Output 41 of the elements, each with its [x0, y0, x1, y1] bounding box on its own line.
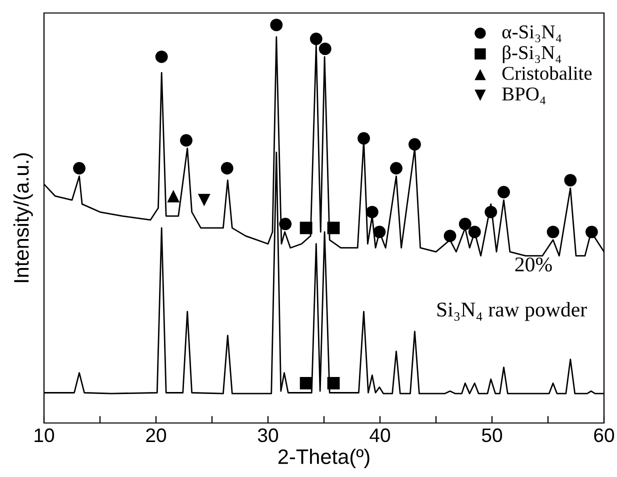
- legend-label: Cristobalite: [502, 66, 592, 80]
- point: [327, 376, 340, 390]
- point: [155, 50, 168, 63]
- x-axis-title: 2-Theta(º): [278, 448, 370, 468]
- point: [366, 206, 378, 218]
- series-label: Si₃N₄ raw powder: [437, 302, 587, 321]
- point: [198, 194, 210, 206]
- series-label: 20%: [515, 257, 552, 272]
- point: [358, 132, 370, 145]
- x-tick-label: 30: [258, 428, 278, 442]
- point: [546, 226, 560, 238]
- point: [279, 218, 292, 230]
- point: [310, 32, 322, 46]
- x-tick-label: 60: [594, 428, 614, 442]
- point: [220, 162, 234, 174]
- point: [180, 134, 192, 147]
- point: [373, 226, 386, 238]
- point: [327, 222, 340, 234]
- point: [585, 226, 598, 238]
- x-tick-label: 40: [370, 428, 390, 442]
- point: [468, 226, 481, 238]
- legend-label: α-Si₃N₄: [502, 25, 562, 42]
- point: [73, 162, 86, 174]
- point: [390, 162, 402, 174]
- point: [564, 174, 577, 186]
- point: [300, 376, 312, 390]
- point: [498, 186, 510, 198]
- legend-label: β-Si₃N₄: [502, 45, 562, 64]
- point: [458, 218, 472, 230]
- x-tick-label: 50: [482, 428, 502, 442]
- point: [167, 190, 180, 202]
- legend-label: BPO₄: [502, 87, 546, 104]
- point: [444, 230, 456, 242]
- point: [318, 42, 332, 56]
- x-tick-label: 20: [146, 428, 166, 442]
- point: [408, 138, 421, 151]
- point: [270, 18, 283, 32]
- point: [300, 222, 312, 234]
- point: [484, 206, 498, 218]
- y-axis-title: Intensity/(a.u.): [13, 153, 33, 282]
- x-tick-label: 10: [34, 428, 54, 442]
